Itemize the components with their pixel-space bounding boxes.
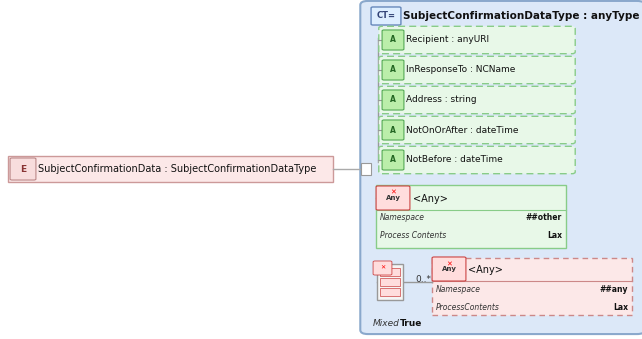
Text: CT=: CT= (376, 12, 395, 20)
Text: ✕: ✕ (390, 190, 396, 196)
FancyBboxPatch shape (382, 30, 404, 50)
Text: Lax: Lax (547, 232, 562, 240)
Text: Lax: Lax (613, 302, 628, 312)
Text: SubjectConfirmationDataType : anyType: SubjectConfirmationDataType : anyType (403, 11, 639, 21)
Text: True: True (400, 319, 422, 327)
FancyBboxPatch shape (379, 146, 575, 174)
FancyBboxPatch shape (379, 86, 575, 114)
FancyBboxPatch shape (371, 7, 401, 25)
Text: Namespace: Namespace (436, 284, 481, 294)
Bar (8, 156, 333, 182)
Text: ##other: ##other (526, 214, 562, 222)
FancyBboxPatch shape (382, 90, 404, 110)
FancyBboxPatch shape (382, 120, 404, 140)
Text: Namespace: Namespace (380, 214, 425, 222)
Bar (376, 185, 566, 248)
Text: NotOnOrAfter : dateTime: NotOnOrAfter : dateTime (406, 125, 519, 135)
Text: Address : string: Address : string (406, 96, 476, 104)
Bar (380, 268, 400, 276)
FancyBboxPatch shape (432, 257, 466, 281)
FancyBboxPatch shape (376, 186, 410, 210)
Text: A: A (390, 156, 396, 164)
Text: <Any>: <Any> (413, 194, 448, 204)
Text: Process Contents: Process Contents (380, 232, 446, 240)
Text: A: A (390, 125, 396, 135)
Text: Any: Any (442, 266, 456, 272)
Text: ✕: ✕ (446, 261, 452, 267)
Text: ##any: ##any (600, 284, 628, 294)
FancyBboxPatch shape (379, 56, 575, 84)
Text: A: A (390, 36, 396, 44)
FancyBboxPatch shape (360, 1, 642, 334)
Text: Mixed: Mixed (373, 319, 400, 327)
Bar (361, 163, 371, 175)
Text: ProcessContents: ProcessContents (436, 302, 500, 312)
FancyBboxPatch shape (382, 60, 404, 80)
FancyBboxPatch shape (379, 116, 575, 144)
Text: E: E (20, 164, 26, 174)
Text: Any: Any (385, 195, 401, 201)
Text: SubjectConfirmationData : SubjectConfirmationDataType: SubjectConfirmationData : SubjectConfirm… (38, 164, 317, 174)
Text: A: A (390, 96, 396, 104)
FancyBboxPatch shape (10, 158, 36, 180)
Bar (432, 258, 632, 315)
Bar (377, 264, 403, 300)
Text: ✕: ✕ (380, 265, 385, 271)
Text: Recipient : anyURI: Recipient : anyURI (406, 36, 489, 44)
FancyBboxPatch shape (382, 150, 404, 170)
FancyBboxPatch shape (373, 261, 392, 275)
Bar (380, 278, 400, 286)
Bar (380, 288, 400, 296)
Text: 0..*: 0..* (415, 275, 431, 283)
Text: InResponseTo : NCName: InResponseTo : NCName (406, 65, 516, 75)
Text: <Any>: <Any> (468, 265, 503, 275)
Text: A: A (390, 65, 396, 75)
Text: NotBefore : dateTime: NotBefore : dateTime (406, 156, 503, 164)
FancyBboxPatch shape (379, 26, 575, 54)
